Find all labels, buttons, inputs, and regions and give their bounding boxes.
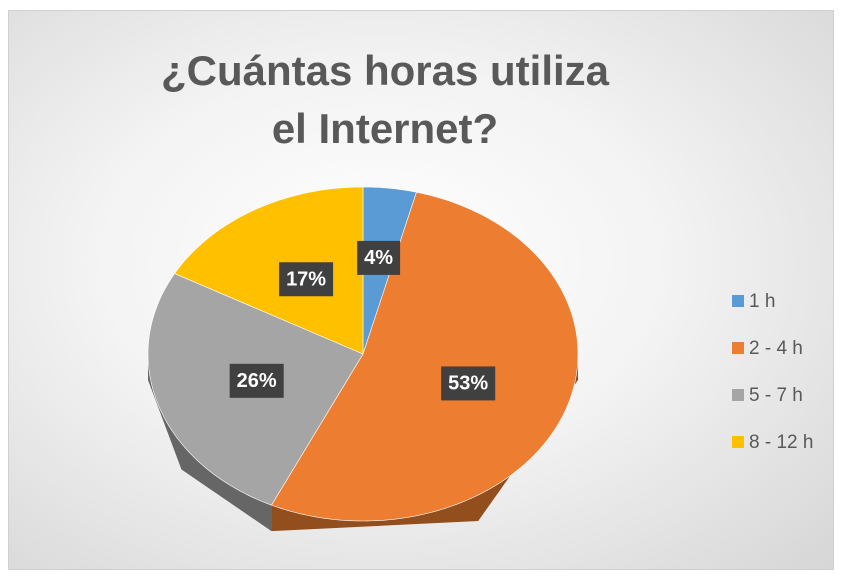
slice: [174, 186, 364, 355]
legend-label: 1 h: [749, 291, 775, 312]
data-label: 53%: [441, 366, 496, 401]
chart-title: ¿Cuántas horas utiliza el Internet?: [160, 47, 610, 152]
data-label: 17%: [279, 262, 334, 297]
data-label-box: [279, 262, 334, 297]
data-label-box: [441, 366, 496, 401]
data-label: 26%: [229, 363, 284, 398]
data-label-box: [357, 240, 401, 275]
data-label-text: 4%: [364, 247, 393, 269]
legend-label: 5 - 7 h: [749, 385, 803, 406]
legend-swatch: [732, 436, 744, 448]
data-label-box: [229, 363, 284, 398]
data-label-text: 26%: [237, 370, 277, 392]
legend-label: 2 - 4 h: [749, 338, 803, 359]
data-label: 4%: [357, 240, 401, 275]
data-label-text: 17%: [286, 269, 326, 291]
legend-label: 8 - 12 h: [749, 432, 813, 453]
legend-swatch: [732, 342, 744, 354]
data-label-text: 53%: [448, 373, 488, 395]
legend-swatch: [732, 295, 744, 307]
slice-side: [271, 354, 578, 532]
slice: [271, 191, 579, 522]
legend-swatch: [732, 389, 744, 401]
slice-side: [148, 354, 272, 532]
